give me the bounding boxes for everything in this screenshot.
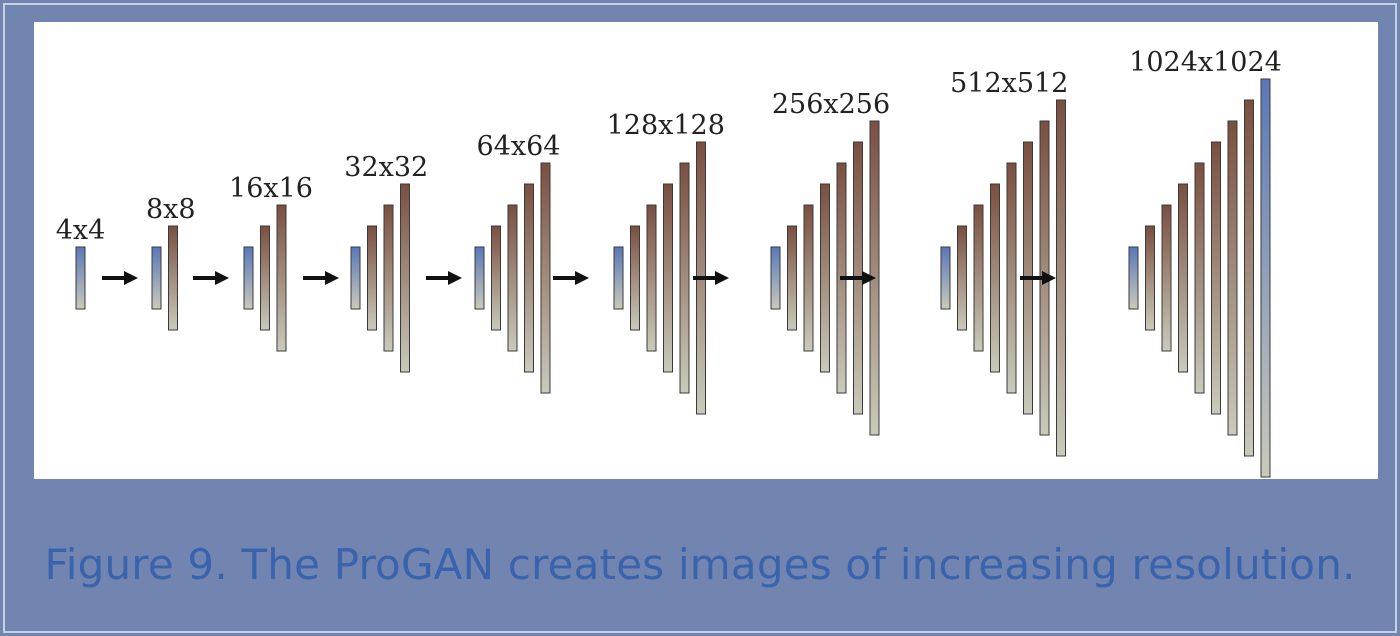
stage-8-layer-4-bar [990, 183, 1000, 373]
stage-9-layer-5-bar [1194, 162, 1205, 394]
stage-1-layer-1-bar [75, 246, 86, 310]
stage-8-layer-8-bar [1056, 99, 1066, 457]
stage-9-layer-1-bar [1128, 246, 1139, 310]
stage-3-layer-1-bar [243, 246, 254, 310]
stage-4-layer-1-bar [350, 246, 361, 310]
stage-9-layer-3-bar [1161, 204, 1172, 352]
stage-5-layer-3-bar [507, 204, 518, 352]
figure-caption: Figure 9. The ProGAN creates images of i… [44, 540, 1356, 589]
stage-8-layer-5-bar [1006, 162, 1017, 394]
stage-8-layer-1-bar [940, 246, 951, 310]
stage-7-resolution-label: 256x256 [772, 89, 890, 120]
stage-9-layer-4-bar [1178, 183, 1188, 373]
stage-8-layer-3-bar [973, 204, 984, 352]
stage-6-layer-4-bar [663, 183, 673, 373]
stage-4-layer-3-bar [383, 204, 394, 352]
progression-arrow-5 [553, 271, 589, 285]
progression-arrow-3 [303, 271, 339, 285]
stage-9-layer-6-bar [1211, 141, 1221, 415]
stage-8-resolution-label: 512x512 [950, 68, 1068, 99]
stage-6-layer-5-bar [679, 162, 690, 394]
stage-9-layer-8-bar [1244, 99, 1254, 457]
stage-9-layer-2-bar [1145, 225, 1155, 331]
stage-9-layer-9-bar [1260, 78, 1271, 478]
stage-6-layer-2-bar [630, 225, 640, 331]
stage-8-layer-2-bar [957, 225, 967, 331]
stage-7-layer-2-bar [787, 225, 797, 331]
stage-5-resolution-label: 64x64 [477, 131, 561, 162]
stage-6-layer-3-bar [646, 204, 657, 352]
stage-2-layer-2-bar [168, 225, 178, 331]
progression-arrow-6 [693, 271, 729, 285]
stage-5-layer-2-bar [491, 225, 501, 331]
stage-4-resolution-label: 32x32 [344, 152, 428, 183]
stage-7-layer-4-bar [820, 183, 830, 373]
progression-arrow-7 [840, 271, 876, 285]
stage-6-layer-1-bar [613, 246, 624, 310]
progression-arrow-2 [193, 271, 229, 285]
progan-diagram: 4x4 8x8 16x16 32x32 64x64 128x128 256x256 512x5… [56, 47, 1282, 478]
stage-5-layer-5-bar [540, 162, 551, 394]
stage-4-layer-4-bar [400, 183, 410, 373]
stage-3-resolution-label: 16x16 [229, 173, 313, 204]
progression-arrow-1 [102, 271, 138, 285]
progression-arrow-8 [1020, 271, 1056, 285]
stage-5-layer-1-bar [474, 246, 485, 310]
stage-4-layer-2-bar [367, 225, 377, 331]
stage-5-layer-4-bar [524, 183, 534, 373]
stage-2-resolution-label: 8x8 [146, 194, 196, 225]
stage-1-resolution-label: 4x4 [56, 215, 106, 246]
diagram-panel: 4x4 8x8 16x16 32x32 64x64 128x128 256x256 512x5… [34, 22, 1378, 479]
stage-7-layer-3-bar [803, 204, 814, 352]
progression-arrow-4 [426, 271, 462, 285]
stage-3-layer-3-bar [276, 204, 287, 352]
stage-9-resolution-label: 1024x1024 [1129, 47, 1282, 78]
stage-9-layer-7-bar [1227, 120, 1238, 436]
stage-7-layer-1-bar [770, 246, 781, 310]
stage-6-resolution-label: 128x128 [607, 110, 725, 141]
stage-2-layer-1-bar [151, 246, 162, 310]
figure-frame [3, 3, 1397, 633]
stage-3-layer-2-bar [260, 225, 270, 331]
